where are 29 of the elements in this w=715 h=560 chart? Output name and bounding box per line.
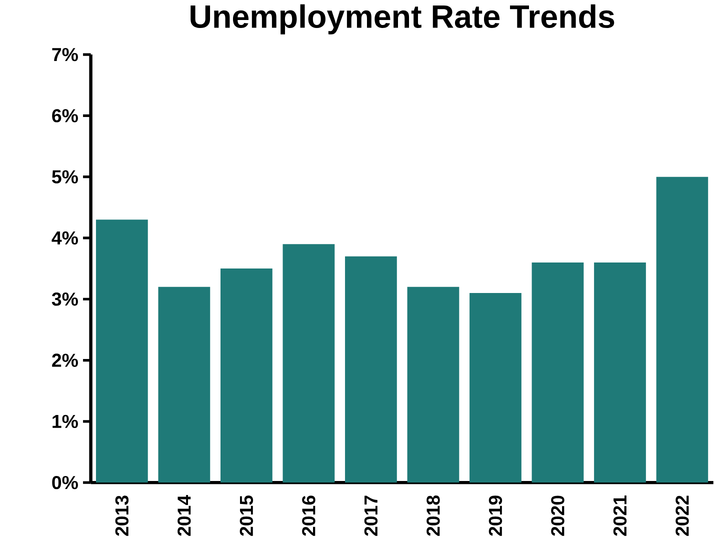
x-tick-label: 2019 [488,495,502,536]
y-tick-label: 4% [52,231,78,244]
y-tick-label: 7% [52,48,78,61]
x-tick-label: 2018 [426,495,440,536]
x-tick-label: 2015 [240,495,254,536]
x-tick-label: 2013 [115,495,129,536]
x-tick-label: 2016 [302,495,316,536]
bar [96,219,148,482]
y-tick-label: 2% [52,354,78,367]
x-tick-label: 2020 [551,496,564,536]
x-tick-label: 2017 [364,496,378,536]
bar [594,262,646,482]
y-tick-label: 3% [52,292,78,306]
x-tick-label: 2022 [676,496,689,536]
bar [470,292,522,482]
bar [407,286,460,482]
y-tick-label: 0% [52,476,78,489]
chart-title: Unemployment Rate Trends [190,4,614,34]
y-tick-label: 6% [52,108,78,122]
bar [158,286,210,482]
bar [532,262,584,482]
y-tick-label: 1% [52,414,78,428]
bar [220,268,272,482]
y-tick-label: 5% [52,170,78,184]
bar [282,244,335,482]
x-tick-label: 2021 [613,495,627,536]
bar [656,176,708,482]
x-tick-label: 2014 [178,494,191,536]
bar [345,256,397,482]
